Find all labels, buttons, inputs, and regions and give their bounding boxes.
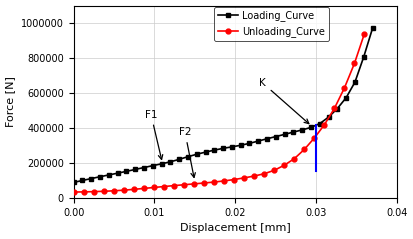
Loading_Curve — [185, 155, 190, 158]
Loading_Curve — [309, 126, 313, 129]
Unloading_Curve — [171, 184, 176, 187]
Text: F2: F2 — [179, 127, 195, 177]
Unloading_Curve — [272, 169, 277, 172]
Unloading_Curve — [242, 176, 247, 179]
Loading_Curve — [230, 145, 235, 148]
Unloading_Curve — [211, 181, 216, 184]
Unloading_Curve — [121, 189, 126, 192]
Loading_Curve — [282, 133, 287, 136]
Unloading_Curve — [332, 107, 337, 110]
Legend: Loading_Curve, Unloading_Curve: Loading_Curve, Unloading_Curve — [214, 6, 329, 41]
Loading_Curve — [150, 164, 155, 167]
Loading_Curve — [177, 158, 182, 161]
Loading_Curve — [352, 81, 357, 84]
X-axis label: Displacement [mm]: Displacement [mm] — [180, 223, 291, 234]
Unloading_Curve — [282, 164, 287, 167]
Unloading_Curve — [81, 190, 86, 193]
Text: F1: F1 — [145, 110, 163, 159]
Loading_Curve — [291, 131, 296, 134]
Line: Loading_Curve: Loading_Curve — [71, 26, 375, 185]
Loading_Curve — [168, 160, 173, 163]
Unloading_Curve — [262, 172, 267, 175]
Loading_Curve — [256, 140, 261, 142]
Unloading_Curve — [222, 179, 227, 182]
Unloading_Curve — [192, 182, 197, 185]
Loading_Curve — [370, 27, 375, 30]
Loading_Curve — [212, 149, 217, 152]
Unloading_Curve — [181, 183, 186, 186]
Unloading_Curve — [91, 190, 96, 193]
Loading_Curve — [273, 135, 278, 138]
Unloading_Curve — [152, 186, 157, 189]
Loading_Curve — [247, 142, 252, 145]
Unloading_Curve — [71, 191, 76, 194]
Loading_Curve — [221, 147, 225, 150]
Unloading_Curve — [342, 87, 347, 89]
Loading_Curve — [265, 137, 270, 140]
Loading_Curve — [89, 177, 94, 180]
Loading_Curve — [194, 153, 199, 156]
Loading_Curve — [159, 162, 164, 165]
Loading_Curve — [80, 179, 85, 182]
Loading_Curve — [238, 144, 243, 147]
Loading_Curve — [335, 107, 340, 110]
Loading_Curve — [317, 122, 322, 125]
Unloading_Curve — [161, 185, 166, 188]
Unloading_Curve — [362, 32, 367, 35]
Loading_Curve — [142, 166, 147, 169]
Unloading_Curve — [202, 182, 206, 185]
Loading_Curve — [344, 96, 349, 99]
Text: K: K — [259, 78, 309, 124]
Loading_Curve — [133, 168, 138, 171]
Loading_Curve — [97, 175, 102, 178]
Loading_Curve — [115, 172, 120, 175]
Unloading_Curve — [292, 157, 297, 160]
Unloading_Curve — [312, 136, 317, 139]
Unloading_Curve — [232, 178, 237, 181]
Loading_Curve — [326, 116, 331, 119]
Loading_Curve — [361, 55, 366, 58]
Loading_Curve — [107, 174, 112, 176]
Line: Unloading_Curve: Unloading_Curve — [71, 31, 367, 195]
Loading_Curve — [71, 181, 76, 184]
Unloading_Curve — [252, 175, 256, 178]
Y-axis label: Force [N]: Force [N] — [5, 76, 16, 127]
Unloading_Curve — [112, 189, 116, 192]
Unloading_Curve — [141, 187, 146, 190]
Unloading_Curve — [322, 123, 327, 126]
Unloading_Curve — [131, 188, 136, 191]
Unloading_Curve — [101, 190, 106, 193]
Loading_Curve — [300, 129, 305, 131]
Unloading_Curve — [302, 148, 307, 151]
Loading_Curve — [203, 151, 208, 153]
Loading_Curve — [124, 170, 129, 173]
Unloading_Curve — [352, 62, 357, 65]
